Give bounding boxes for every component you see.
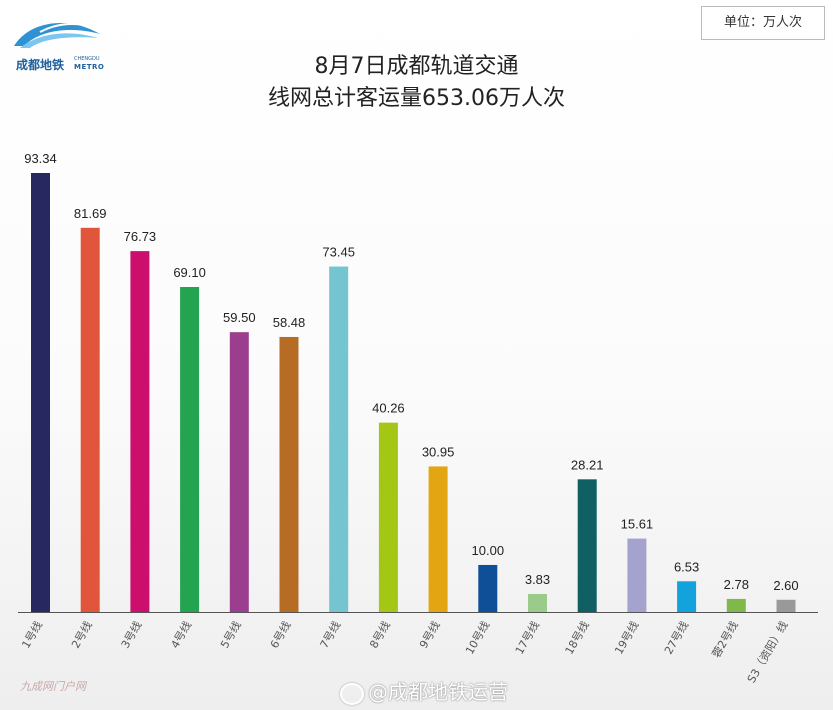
bar — [329, 266, 349, 612]
bar — [677, 581, 697, 612]
x-tick-label: 4号线 — [168, 619, 195, 651]
x-tick-label: 蓉2号线 — [709, 619, 741, 661]
bar — [229, 332, 249, 612]
x-tick-label: 8号线 — [366, 619, 393, 651]
chart-title: 8月7日成都轨道交通 — [314, 54, 519, 79]
bar — [776, 599, 796, 612]
x-tick-label: 7号线 — [317, 619, 344, 651]
x-tick-label: 6号线 — [267, 619, 294, 651]
bar-value-label: 58.48 — [273, 315, 306, 330]
x-tick-label: 17号线 — [512, 619, 542, 657]
bar — [378, 422, 398, 612]
bar — [627, 538, 647, 612]
bar — [726, 598, 746, 612]
x-tick-label: 5号线 — [217, 619, 244, 651]
bar-value-label: 73.45 — [322, 245, 355, 260]
bar-value-label: 3.83 — [525, 572, 550, 587]
logo-text-cn: 成都地铁 — [16, 58, 65, 72]
bar-value-label: 93.34 — [24, 151, 57, 166]
bar — [528, 593, 547, 612]
watermark: @成都地铁运营 — [340, 676, 508, 705]
bar-value-label: 40.26 — [372, 401, 405, 416]
unit-label: 单位：万人次 — [701, 6, 825, 40]
bar-value-label: 2.60 — [773, 578, 798, 593]
logo-text-en2: METRO — [74, 63, 105, 71]
x-tick-label: 1号线 — [18, 619, 45, 651]
bar-value-label: 69.10 — [173, 265, 206, 280]
bar — [577, 479, 597, 612]
x-tick-label: 18号线 — [562, 619, 592, 657]
bar-value-label: 2.78 — [724, 577, 749, 592]
chart-subtitle: 线网总计客运量653.06万人次 — [268, 86, 565, 111]
x-tick-label: 9号线 — [416, 619, 443, 651]
metro-logo-icon — [14, 22, 100, 48]
x-tick-label: 27号线 — [661, 619, 691, 657]
bar — [130, 251, 150, 613]
watermark-text: @成都地铁运营 — [368, 680, 508, 704]
bar-value-label: 76.73 — [124, 229, 157, 244]
bar-value-label: 59.50 — [223, 310, 256, 325]
logo: 成都地铁 CHENGDU METRO — [10, 12, 110, 72]
bar — [279, 336, 299, 612]
bar-value-label: 6.53 — [674, 559, 699, 574]
x-tick-label: 19号线 — [611, 619, 641, 657]
bar — [80, 227, 100, 612]
bar-value-label: 81.69 — [74, 206, 107, 221]
logo-text-en1: CHENGDU — [74, 56, 100, 62]
weibo-icon — [340, 682, 364, 705]
bar — [478, 564, 498, 612]
x-tick-label: 10号线 — [462, 619, 492, 657]
bar — [428, 466, 448, 612]
bar-value-label: 30.95 — [422, 444, 455, 459]
x-tick-label: S3（资阳）线 — [744, 619, 791, 686]
x-tick-label: 3号线 — [118, 619, 145, 651]
x-tick-label: 2号线 — [68, 619, 95, 651]
bar-value-label: 15.61 — [621, 517, 654, 532]
bar-value-label: 28.21 — [571, 457, 604, 472]
bar — [180, 287, 200, 612]
bar-value-label: 10.00 — [472, 543, 505, 558]
watermark-left: 九成网门户网 — [20, 680, 86, 693]
bar — [31, 173, 50, 612]
